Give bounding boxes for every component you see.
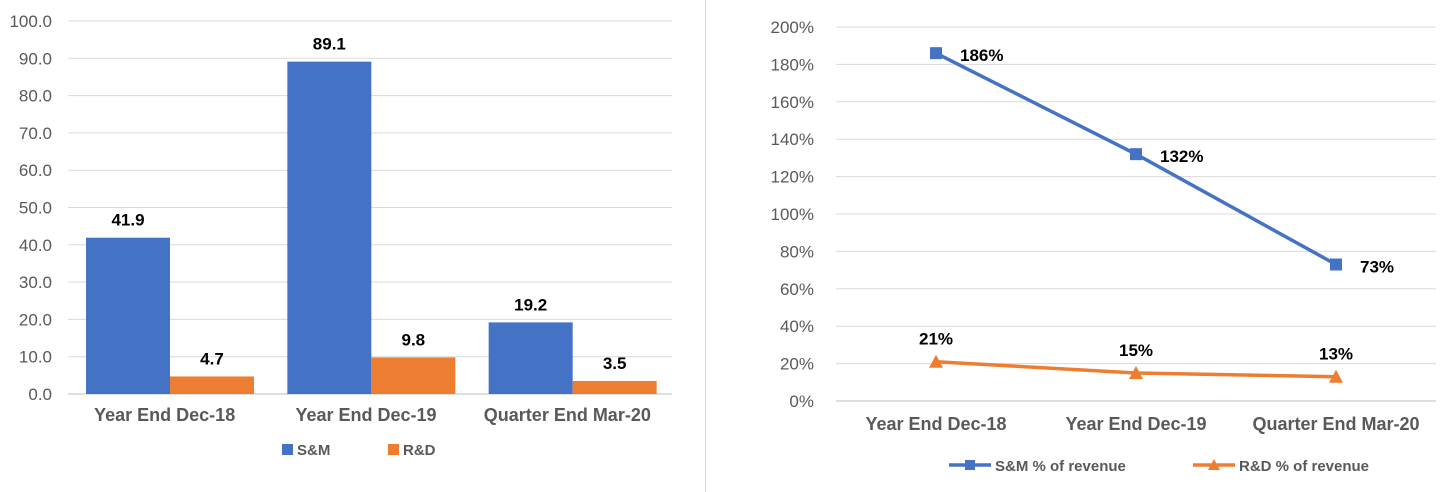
line-chart: 0% 20% 40% 60% 80% 100% 120% 140% 160% 180% 200% Ye… xyxy=(771,18,1436,475)
y-tick-label: 100.0 xyxy=(9,12,52,31)
x-tick-label: Year End Dec-19 xyxy=(1065,414,1206,434)
y-tick-label: 200% xyxy=(771,18,814,37)
bar xyxy=(86,237,170,394)
legend-label: S&M % of revenue xyxy=(995,458,1126,475)
x-tick-label: Year End Dec-18 xyxy=(94,405,235,425)
y-tick-label: 100% xyxy=(771,205,814,224)
y-tick-label: 80% xyxy=(780,242,814,261)
y-tick-label: 90.0 xyxy=(19,49,52,68)
legend-label: S&M xyxy=(297,442,330,459)
y-tick-label: 160% xyxy=(771,93,814,112)
data-label: 9.8 xyxy=(402,330,426,349)
bar-chart: 0.0 10.0 20.0 30.0 40.0 50.0 60.0 70.0 80.0 90.0 1… xyxy=(9,12,672,459)
data-label: 15% xyxy=(1119,341,1153,360)
data-label: 19.2 xyxy=(514,295,547,314)
x-tick-label: Quarter End Mar-20 xyxy=(1252,414,1419,434)
y-tick-label: 50.0 xyxy=(19,199,52,218)
y-tick-label: 80.0 xyxy=(19,87,52,106)
y-tick-label: 30.0 xyxy=(19,273,52,292)
y-tick-label: 60.0 xyxy=(19,161,52,180)
y-tick-label: 40.0 xyxy=(19,236,52,255)
x-tick-label: Year End Dec-19 xyxy=(295,405,436,425)
legend-marker xyxy=(965,460,975,470)
data-point xyxy=(1130,148,1142,161)
x-tick-label: Quarter End Mar-20 xyxy=(484,405,651,425)
y-tick-label: 180% xyxy=(771,55,814,74)
data-label: 89.1 xyxy=(313,35,346,54)
y-tick-label: 40% xyxy=(780,317,814,336)
bar xyxy=(572,380,657,394)
bar xyxy=(287,61,372,394)
y-tick-label: 140% xyxy=(771,130,814,149)
bar xyxy=(170,376,254,394)
y-tick-label: 20% xyxy=(780,355,814,374)
legend-label: R&D xyxy=(403,442,436,459)
y-tick-label: 120% xyxy=(771,168,814,187)
data-label: 21% xyxy=(919,330,953,349)
x-tick-label: Year End Dec-18 xyxy=(865,414,1006,434)
y-tick-label: 10.0 xyxy=(19,348,52,367)
data-label: 13% xyxy=(1319,345,1353,364)
y-tick-label: 70.0 xyxy=(19,124,52,143)
bar xyxy=(371,357,456,394)
data-label: 186% xyxy=(960,46,1003,65)
data-point xyxy=(1129,365,1143,379)
data-label: 4.7 xyxy=(200,349,224,368)
data-point xyxy=(929,354,943,368)
y-tick-label: 60% xyxy=(780,280,814,299)
data-point xyxy=(930,47,942,60)
bar-chart-panel: 0.0 10.0 20.0 30.0 40.0 50.0 60.0 70.0 80.0 90.0 1… xyxy=(0,0,690,492)
legend-swatch xyxy=(388,444,399,455)
y-tick-label: 0% xyxy=(789,392,814,411)
data-point xyxy=(1330,258,1342,271)
data-label: 132% xyxy=(1160,147,1203,166)
data-point xyxy=(1329,369,1343,383)
line-chart-panel: 0% 20% 40% 60% 80% 100% 120% 140% 160% 180% 200% Ye… xyxy=(705,0,1456,492)
legend-label: R&D % of revenue xyxy=(1239,458,1369,475)
data-label: 73% xyxy=(1360,257,1394,276)
data-label: 3.5 xyxy=(603,354,627,373)
legend-marker xyxy=(1208,459,1220,470)
data-label: 41.9 xyxy=(111,211,144,230)
legend-swatch xyxy=(282,444,293,455)
bar xyxy=(488,322,573,394)
y-tick-label: 20.0 xyxy=(19,310,52,329)
y-tick-label: 0.0 xyxy=(28,385,52,404)
